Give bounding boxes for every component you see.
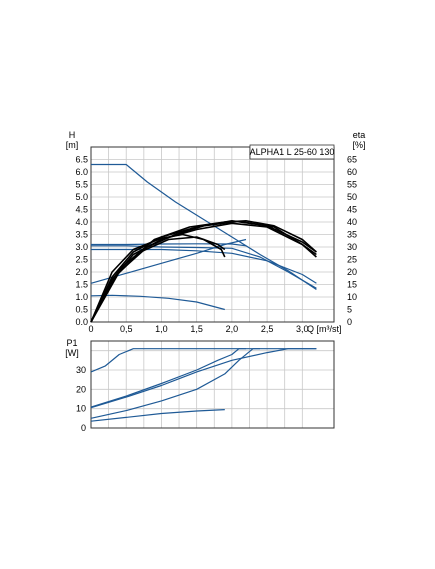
x-tick-label: 1,5 [190,324,203,334]
right-axis-label: eta [353,130,366,140]
power-chart: P1[W] 0 10 20 30 [65,338,335,433]
chart-title: ALPHA1 L 25-60 130 [250,147,335,157]
y2-tick-label: 65 [347,155,357,165]
y-tick-label: 0.5 [75,305,88,315]
y2-tick-label: 10 [347,292,357,302]
head-curve [91,248,317,284]
power-curve [90,348,260,419]
x-axis-label: Q [m³/st] [307,324,342,334]
y2-tick-label: 25 [347,255,357,265]
y-tick-label: 1.0 [75,292,88,302]
power-curve [90,348,246,408]
y2-tick-label: 0 [347,317,352,327]
y2-tick-label: 35 [347,230,357,240]
y-tick-label: 1.5 [75,280,88,290]
y-tick-label: 2.0 [75,267,88,277]
efficiency-curve [90,222,317,323]
y2-tick-label: 50 [347,192,357,202]
power-curve [90,409,225,422]
left-axis-label: H [69,130,76,140]
x-tick-label: 1,0 [155,324,168,334]
y-tick-label: 5.5 [75,180,88,190]
head-curve [91,243,247,247]
y2-tick-label: 45 [347,205,357,215]
head-efficiency-chart: ALPHA1 L 25-60 130 H[m] eta[%] 0.0 0.5 1.0 1.5… [66,130,366,334]
efficiency-curve [90,220,317,323]
y-tick-label: 6.5 [75,155,88,165]
head-curve [90,238,247,284]
left-axis-unit: [m] [66,140,79,150]
y-tick-label: 0 [81,423,86,433]
y2-tick-label: 30 [347,242,357,252]
y2-tick-label: 5 [347,305,352,315]
y2-tick-label: 20 [347,267,357,277]
y-tick-label: 10 [76,404,86,414]
efficiency-curve [90,220,317,323]
title-box [249,144,335,160]
power-curve [90,348,317,409]
head-curve [91,163,317,291]
head-curve [90,294,225,311]
y-tick-label: 3.0 [75,242,88,252]
y-tick-label: 3.5 [75,230,88,240]
y-tick-label: 20 [76,384,86,394]
left-axis-unit: [W] [65,348,79,358]
y2-tick-label: 60 [347,167,357,177]
y-tick-label: 2.5 [75,255,88,265]
y-tick-label: 30 [76,365,86,375]
x-tick-label: 0,5 [120,324,133,334]
x-tick-label: 0 [88,324,93,334]
y-tick-label: 4.5 [75,205,88,215]
y-tick-label: 5.0 [75,192,88,202]
x-tick-label: 2,0 [226,324,239,334]
y-tick-label: 0.0 [75,317,88,327]
x-tick-label: 3,0 [296,324,309,334]
efficiency-curve [90,236,226,323]
x-tick-label: 2,5 [261,324,274,334]
plot-frame [90,146,335,323]
y-tick-label: 6.0 [75,167,88,177]
y2-tick-label: 15 [347,280,357,290]
power-curve [90,348,317,373]
left-axis-label: P1 [66,338,77,348]
right-axis-unit: [%] [352,140,365,150]
y2-tick-label: 55 [347,180,357,190]
plot-frame [90,340,335,429]
y-tick-label: 4.0 [75,217,88,227]
y2-tick-label: 40 [347,217,357,227]
